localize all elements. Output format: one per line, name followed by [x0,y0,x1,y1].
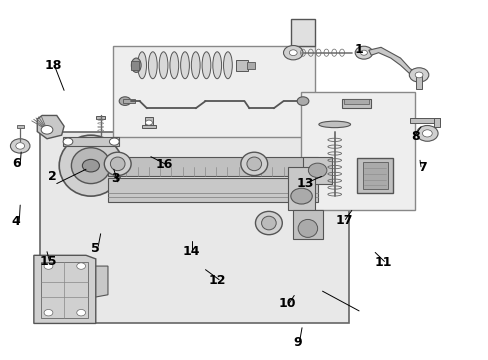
Ellipse shape [104,152,131,176]
Bar [415,76,421,89]
Bar [362,162,387,189]
Text: 2: 2 [47,170,56,183]
Bar [108,157,317,176]
Text: 3: 3 [111,172,120,185]
Bar [41,262,88,318]
Bar [409,118,439,123]
Ellipse shape [169,52,178,79]
Bar [293,211,322,239]
Text: 8: 8 [410,130,419,144]
Circle shape [77,310,85,316]
Circle shape [44,310,53,316]
Text: 10: 10 [278,297,296,310]
Bar [303,157,331,184]
Ellipse shape [71,148,110,184]
Ellipse shape [223,52,232,79]
Ellipse shape [82,159,99,172]
Bar [356,158,392,193]
Bar [288,167,315,211]
Bar [142,126,156,129]
Circle shape [77,263,85,269]
Ellipse shape [59,135,122,196]
Circle shape [145,120,152,125]
Ellipse shape [138,52,146,79]
Bar [96,116,105,119]
Circle shape [416,126,437,141]
Text: 6: 6 [12,157,20,170]
Ellipse shape [159,52,167,79]
Circle shape [297,97,308,105]
Circle shape [63,138,73,145]
Polygon shape [37,116,64,139]
Polygon shape [34,255,96,323]
Bar [144,117,153,128]
Bar [290,19,315,45]
Bar [17,125,23,128]
Circle shape [289,50,297,55]
Polygon shape [368,47,417,76]
Bar [433,118,439,127]
Ellipse shape [261,216,276,230]
Circle shape [41,126,53,134]
Circle shape [10,139,30,153]
Ellipse shape [202,52,210,79]
Text: 7: 7 [417,161,426,174]
Text: 16: 16 [155,158,172,171]
Polygon shape [44,266,108,302]
Circle shape [414,72,422,78]
Ellipse shape [148,52,157,79]
Ellipse shape [298,220,317,237]
Bar [108,178,317,202]
Ellipse shape [191,52,200,79]
Bar [247,62,254,69]
Circle shape [354,46,372,59]
Text: 9: 9 [293,336,302,348]
Ellipse shape [246,157,261,171]
Text: 17: 17 [335,214,352,227]
Circle shape [119,97,131,105]
Text: 12: 12 [208,274,226,287]
Text: 1: 1 [354,42,363,55]
Circle shape [360,50,366,55]
Ellipse shape [212,52,221,79]
Text: 5: 5 [91,242,100,255]
Bar [236,60,248,71]
Circle shape [44,263,53,269]
Text: 13: 13 [296,177,313,190]
Bar [122,99,135,103]
Text: 11: 11 [374,256,391,269]
Text: 4: 4 [11,215,20,228]
Circle shape [290,188,312,204]
Bar [131,61,139,69]
Ellipse shape [110,157,125,171]
Ellipse shape [318,121,350,128]
Bar [344,99,368,104]
Bar [40,132,348,323]
Text: 18: 18 [44,59,62,72]
Circle shape [16,143,24,149]
Bar [341,99,370,108]
Circle shape [408,68,428,82]
Bar [63,137,119,146]
Text: 15: 15 [40,255,57,268]
Circle shape [109,138,119,145]
Bar [300,92,414,211]
Circle shape [422,130,431,137]
Ellipse shape [131,58,141,72]
Ellipse shape [255,211,282,235]
Ellipse shape [180,52,189,79]
Ellipse shape [308,163,326,177]
Ellipse shape [241,152,267,176]
Text: 14: 14 [182,245,199,258]
Circle shape [283,45,303,60]
Bar [113,45,315,137]
